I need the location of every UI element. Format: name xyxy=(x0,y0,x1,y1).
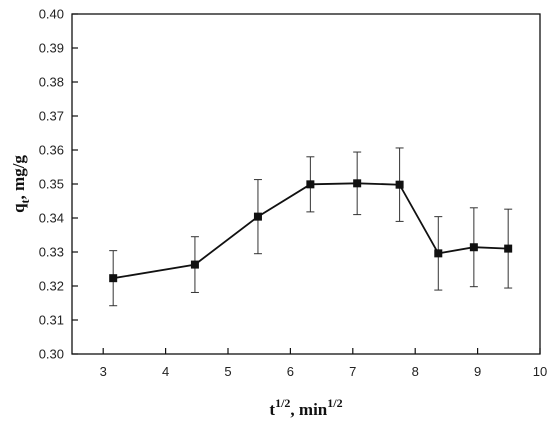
x-axis-title-sup: 1/2 xyxy=(275,396,290,410)
x-tick-label: 6 xyxy=(287,364,294,379)
data-point xyxy=(504,244,513,253)
y-tick-label: 0.38 xyxy=(39,75,64,90)
series-group xyxy=(109,147,513,307)
y-axis-title-base: q xyxy=(9,203,28,213)
y-tick-label: 0.34 xyxy=(39,211,64,226)
y-tick-label: 0.35 xyxy=(39,177,64,192)
data-point xyxy=(434,249,443,258)
y-tick-label: 0.36 xyxy=(39,143,64,158)
x-tick-label: 10 xyxy=(533,364,547,379)
data-point xyxy=(353,179,362,188)
data-point xyxy=(395,180,404,189)
y-tick-label: 0.39 xyxy=(39,41,64,56)
x-tick-label: 4 xyxy=(162,364,169,379)
y-tick-label: 0.32 xyxy=(39,279,64,294)
data-point xyxy=(253,212,262,221)
y-tick-label: 0.40 xyxy=(39,7,64,22)
x-axis-title-rest: , min xyxy=(290,400,327,419)
y-axis-title-rest: , mg/g xyxy=(9,155,28,200)
y-tick-label: 0.33 xyxy=(39,245,64,260)
x-tick-label: 9 xyxy=(474,364,481,379)
x-tick-label: 3 xyxy=(100,364,107,379)
data-point xyxy=(109,274,118,283)
x-tick-label: 5 xyxy=(224,364,231,379)
y-tick-label: 0.31 xyxy=(39,313,64,328)
data-point xyxy=(306,180,315,189)
x-tick-label: 7 xyxy=(349,364,356,379)
x-axis-title: t1/2, min1/2 xyxy=(269,396,342,419)
y-axis-title-sub: t xyxy=(18,199,32,203)
x-tick-label: 8 xyxy=(412,364,419,379)
plot-frame xyxy=(71,13,541,355)
data-point xyxy=(190,260,199,269)
x-axis-title-sup2: 1/2 xyxy=(327,396,342,410)
axes: 3 4 5 6 7 8 9 10 0.30 0.31 0.32 0.33 0.34 0.35 0.36 0.3… xyxy=(39,7,548,380)
y-tick-label: 0.30 xyxy=(39,347,64,362)
y-axis-title: qt, mg/g xyxy=(9,155,32,213)
x-axis-title-base: t xyxy=(269,400,275,419)
y-tick-label: 0.37 xyxy=(39,109,64,124)
data-point xyxy=(469,243,478,252)
